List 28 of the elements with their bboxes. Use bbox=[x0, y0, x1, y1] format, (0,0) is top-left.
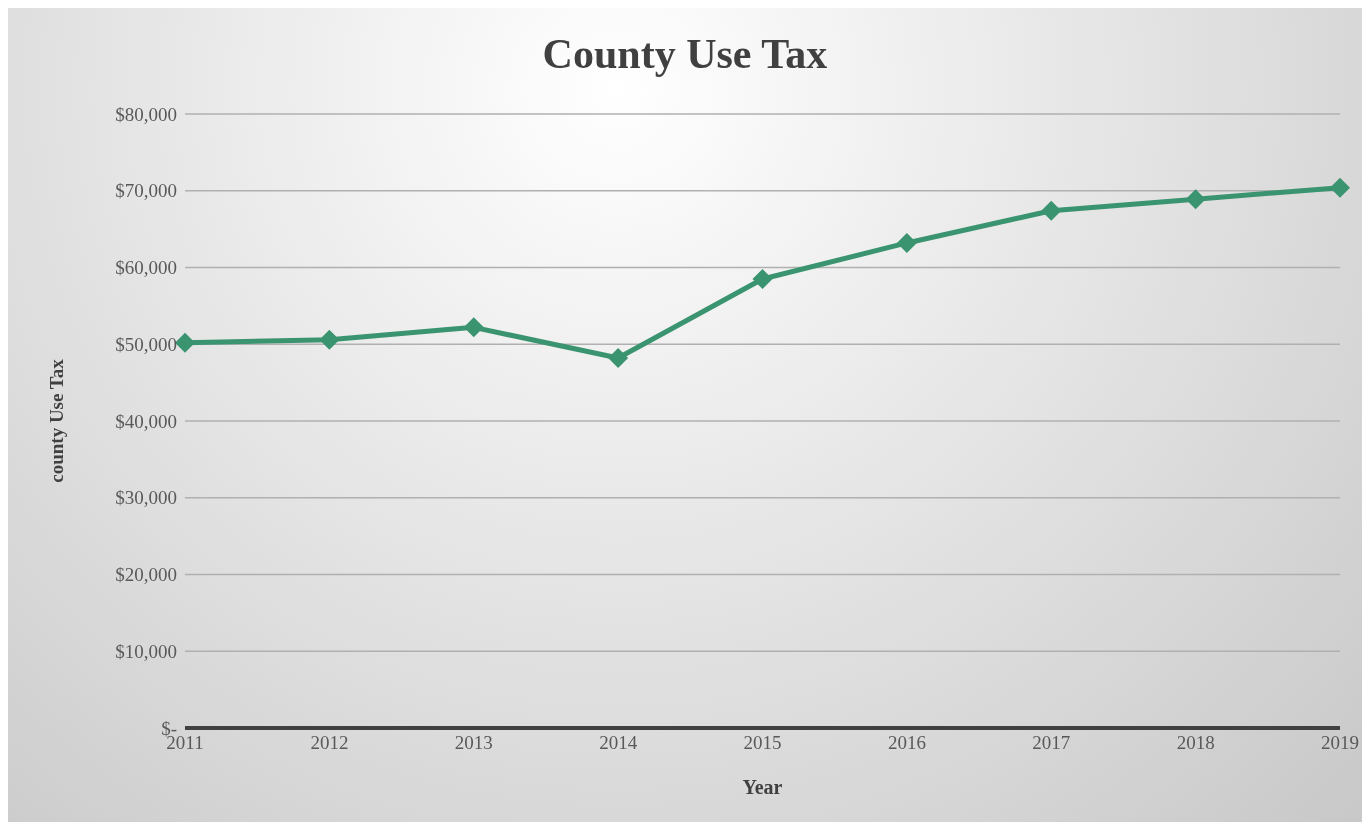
y-axis-title: county Use Tax bbox=[45, 358, 67, 483]
y-tick-label: $60,000 bbox=[115, 257, 177, 279]
x-tick-label: 2018 bbox=[1176, 732, 1215, 754]
point bbox=[1330, 177, 1350, 198]
y-tick-label: $50,000 bbox=[115, 333, 177, 355]
x-tick-label: 2014 bbox=[599, 732, 638, 754]
x-axis-title: Year bbox=[742, 776, 783, 798]
x-tick-label: 2012 bbox=[310, 732, 349, 754]
point bbox=[1041, 200, 1062, 221]
point bbox=[752, 269, 773, 290]
point bbox=[896, 232, 917, 253]
x-tick-label: 2016 bbox=[887, 732, 926, 754]
y-tick-label: $40,000 bbox=[115, 410, 177, 432]
y-tick-label: $10,000 bbox=[115, 640, 177, 662]
point bbox=[608, 348, 629, 369]
y-tick-label: $80,000 bbox=[115, 103, 177, 125]
y-tick-label: $70,000 bbox=[115, 180, 177, 202]
point bbox=[463, 317, 484, 338]
chart-title: County Use Tax bbox=[541, 30, 829, 78]
x-tick-label: 2013 bbox=[454, 732, 493, 754]
x-tick-label: 2015 bbox=[743, 732, 782, 754]
point bbox=[175, 332, 195, 353]
x-tick-label: 2019 bbox=[1321, 732, 1359, 754]
y-tick-label: $30,000 bbox=[115, 487, 177, 509]
point bbox=[319, 329, 340, 350]
x-tick-label: 2017 bbox=[1032, 732, 1071, 754]
point bbox=[1185, 189, 1206, 210]
y-tick-label: $20,000 bbox=[115, 564, 177, 586]
